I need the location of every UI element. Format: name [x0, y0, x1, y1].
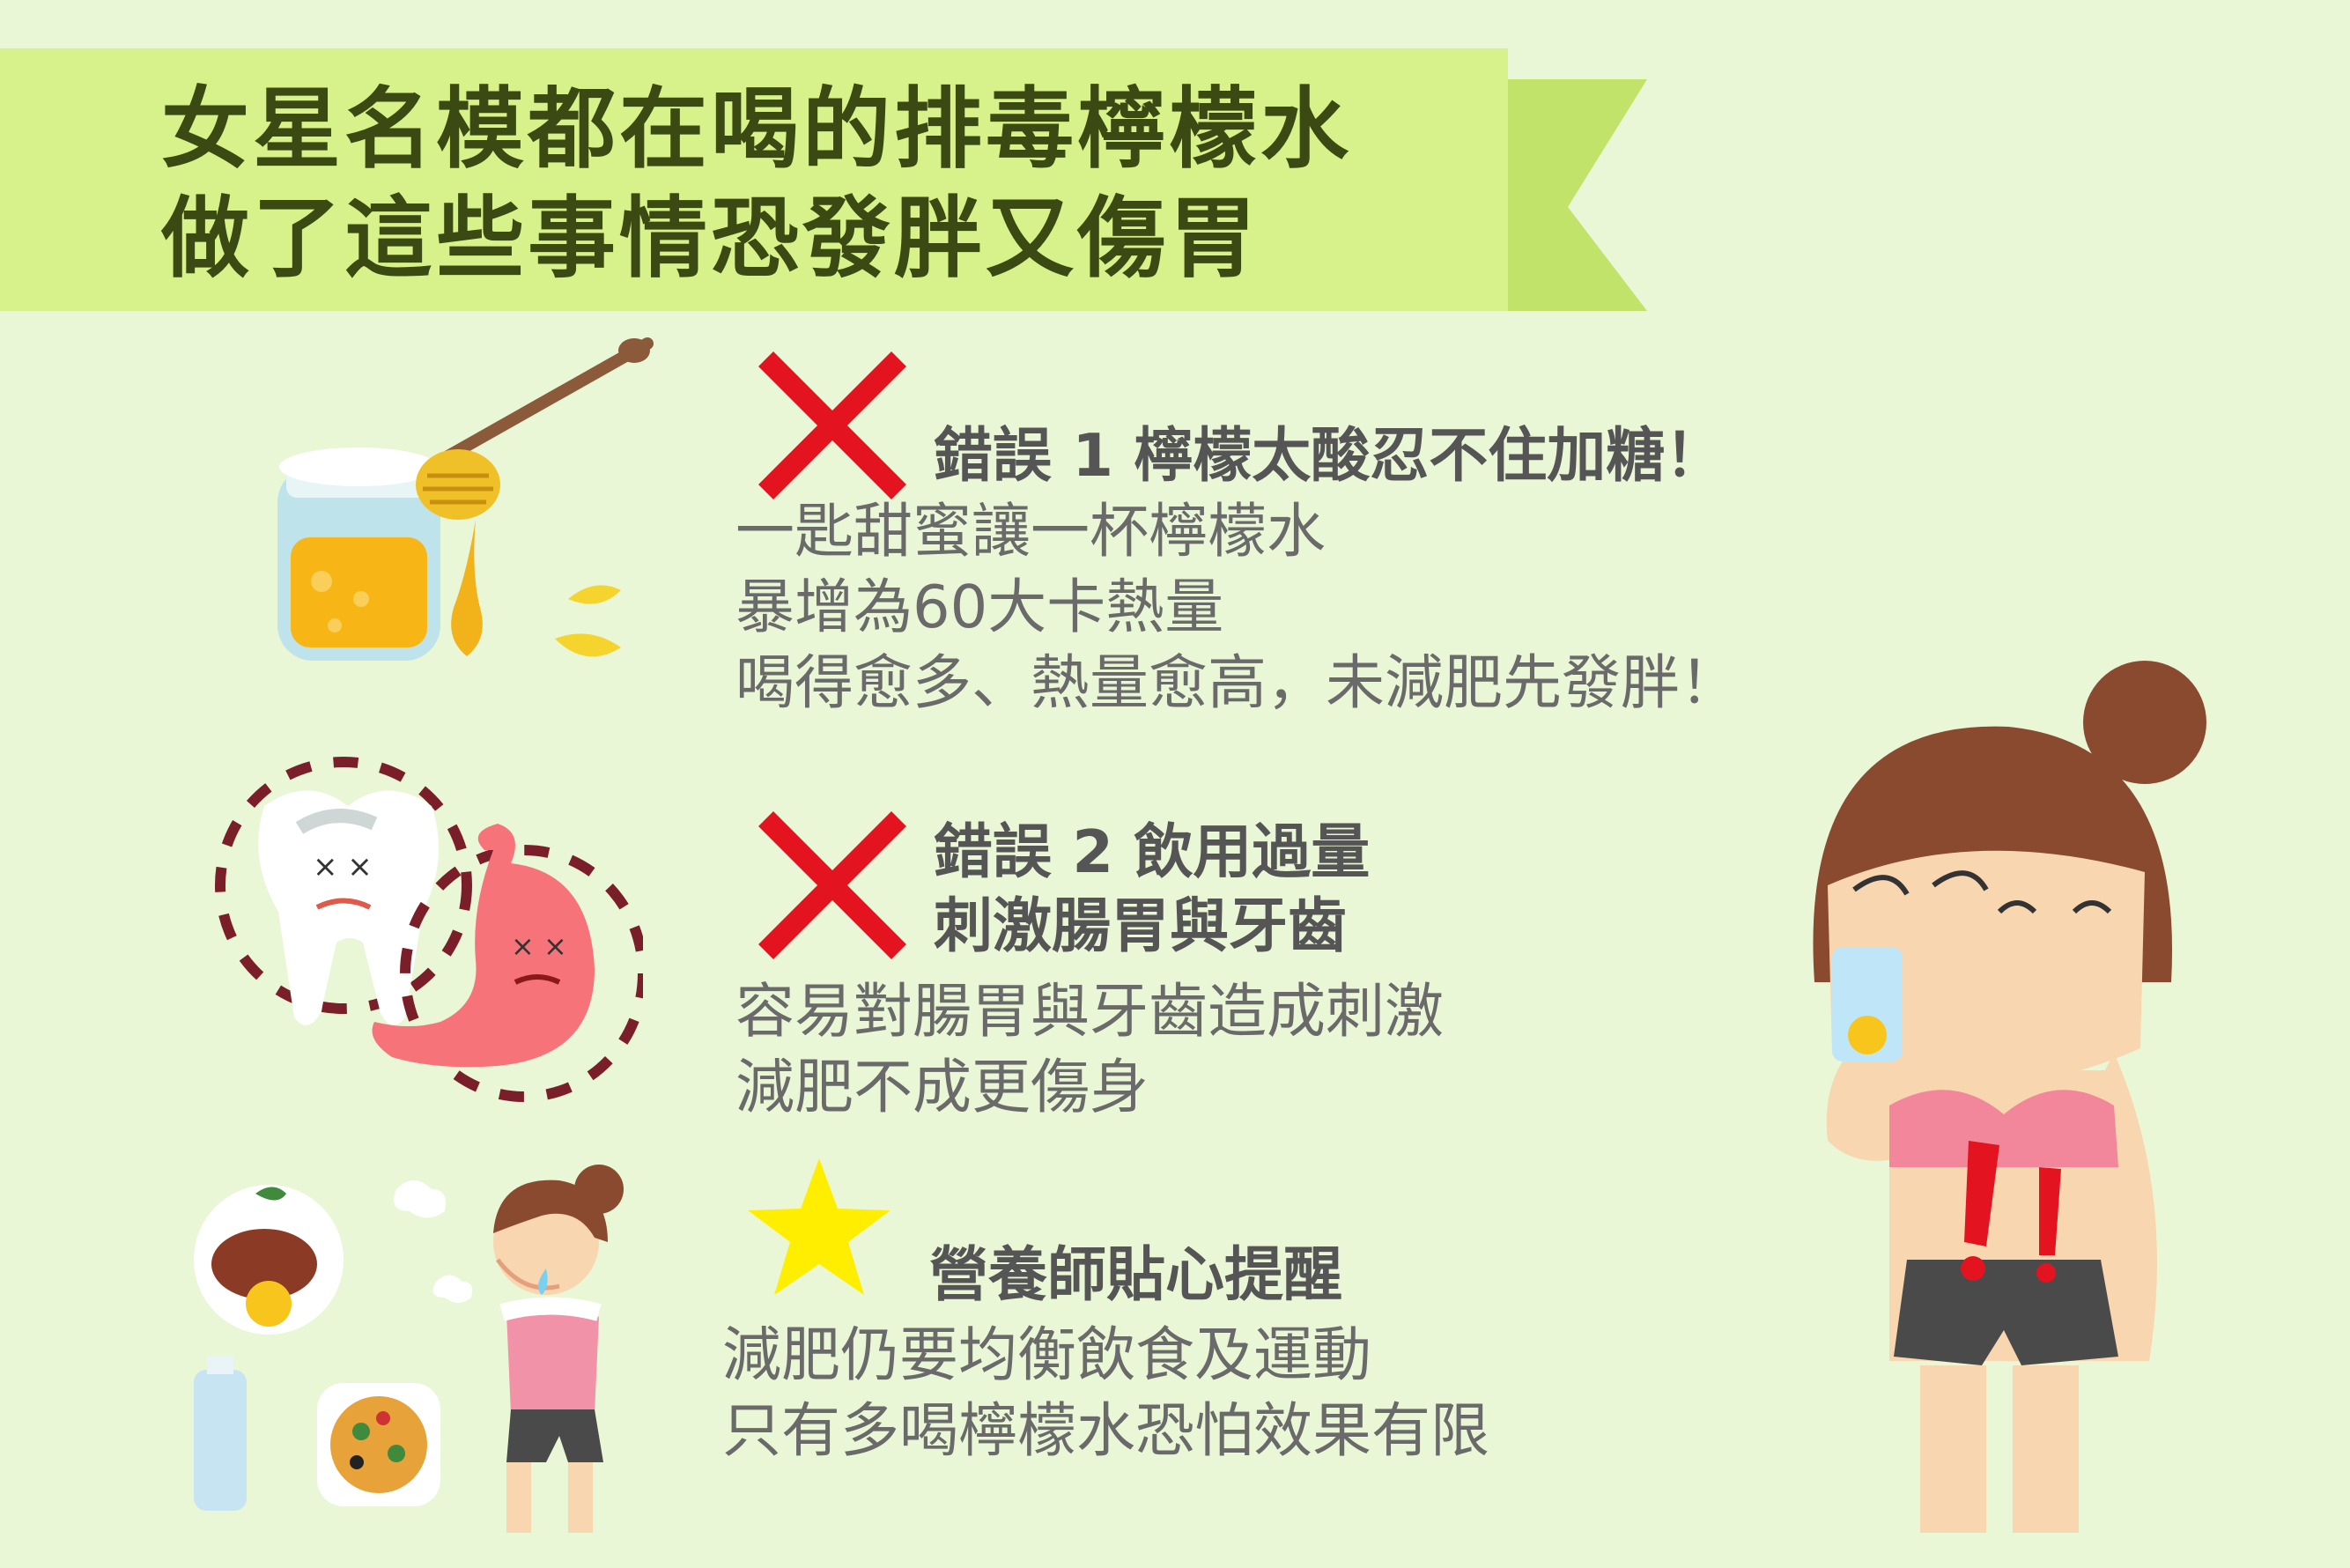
tip-line-2: 只有多喝檸檬水恐怕效果有限 [722, 1396, 1489, 1465]
wrong-2-heading-line-2: 刺激腸胃與牙齒 [934, 891, 1347, 960]
x-mark-icon [758, 811, 906, 959]
wrong-1-line-1: 一匙甜蜜讓一杯檸檬水 [735, 497, 1326, 566]
x-mark-icon [758, 351, 906, 499]
svg-text:× ×: × × [313, 849, 373, 884]
woman-drinking-illustration [1813, 661, 2206, 1533]
tooth-stomach-illustration: × × × × [215, 757, 643, 1102]
banner-ribbon [0, 48, 1647, 311]
tip-heading: 營養師貼心提醒 [929, 1240, 1342, 1309]
wrong-1-heading: 錯誤 1 檸檬太酸忍不住加糖！ [934, 421, 1725, 490]
title-line-1: 女星名模都在喝的排毒檸檬水 [161, 78, 1352, 181]
page-title: 女星名模都在喝的排毒檸檬水 做了這些事情恐發胖又傷胃 [161, 75, 1352, 293]
wrong-1-line-2: 暴增為60大卡熱量 [735, 573, 1224, 641]
title-banner [0, 48, 1647, 311]
diet-exercise-illustration [194, 1165, 624, 1533]
title-line-2: 做了這些事情恐發胖又傷胃 [161, 187, 1260, 290]
wrong-2-heading: 錯誤 2 飲用過量 刺激腸胃與牙齒 [934, 815, 1370, 963]
wrong-1-line-3: 喝得愈多、熱量愈高，未減肥先發胖！ [735, 648, 1739, 717]
star-icon [748, 1158, 890, 1295]
svg-text:× ×: × × [511, 929, 567, 963]
wrong-2-body: 容易對腸胃與牙齒造成刺激 減肥不成更傷身 [735, 973, 1444, 1125]
wrong-2-line-1: 容易對腸胃與牙齒造成刺激 [735, 977, 1444, 1046]
wrong-1-body: 一匙甜蜜讓一杯檸檬水 暴增為60大卡熱量 喝得愈多、熱量愈高，未減肥先發胖！ [735, 493, 1739, 721]
wrong-2-line-2: 減肥不成更傷身 [735, 1053, 1149, 1121]
honey-jar-illustration [277, 337, 654, 661]
tip-line-1: 減肥仍要均衡飲食及運動 [722, 1320, 1371, 1389]
tip-body: 減肥仍要均衡飲食及運動 只有多喝檸檬水恐怕效果有限 [722, 1317, 1489, 1468]
wrong-2-heading-line-1: 錯誤 2 飲用過量 [934, 817, 1371, 886]
